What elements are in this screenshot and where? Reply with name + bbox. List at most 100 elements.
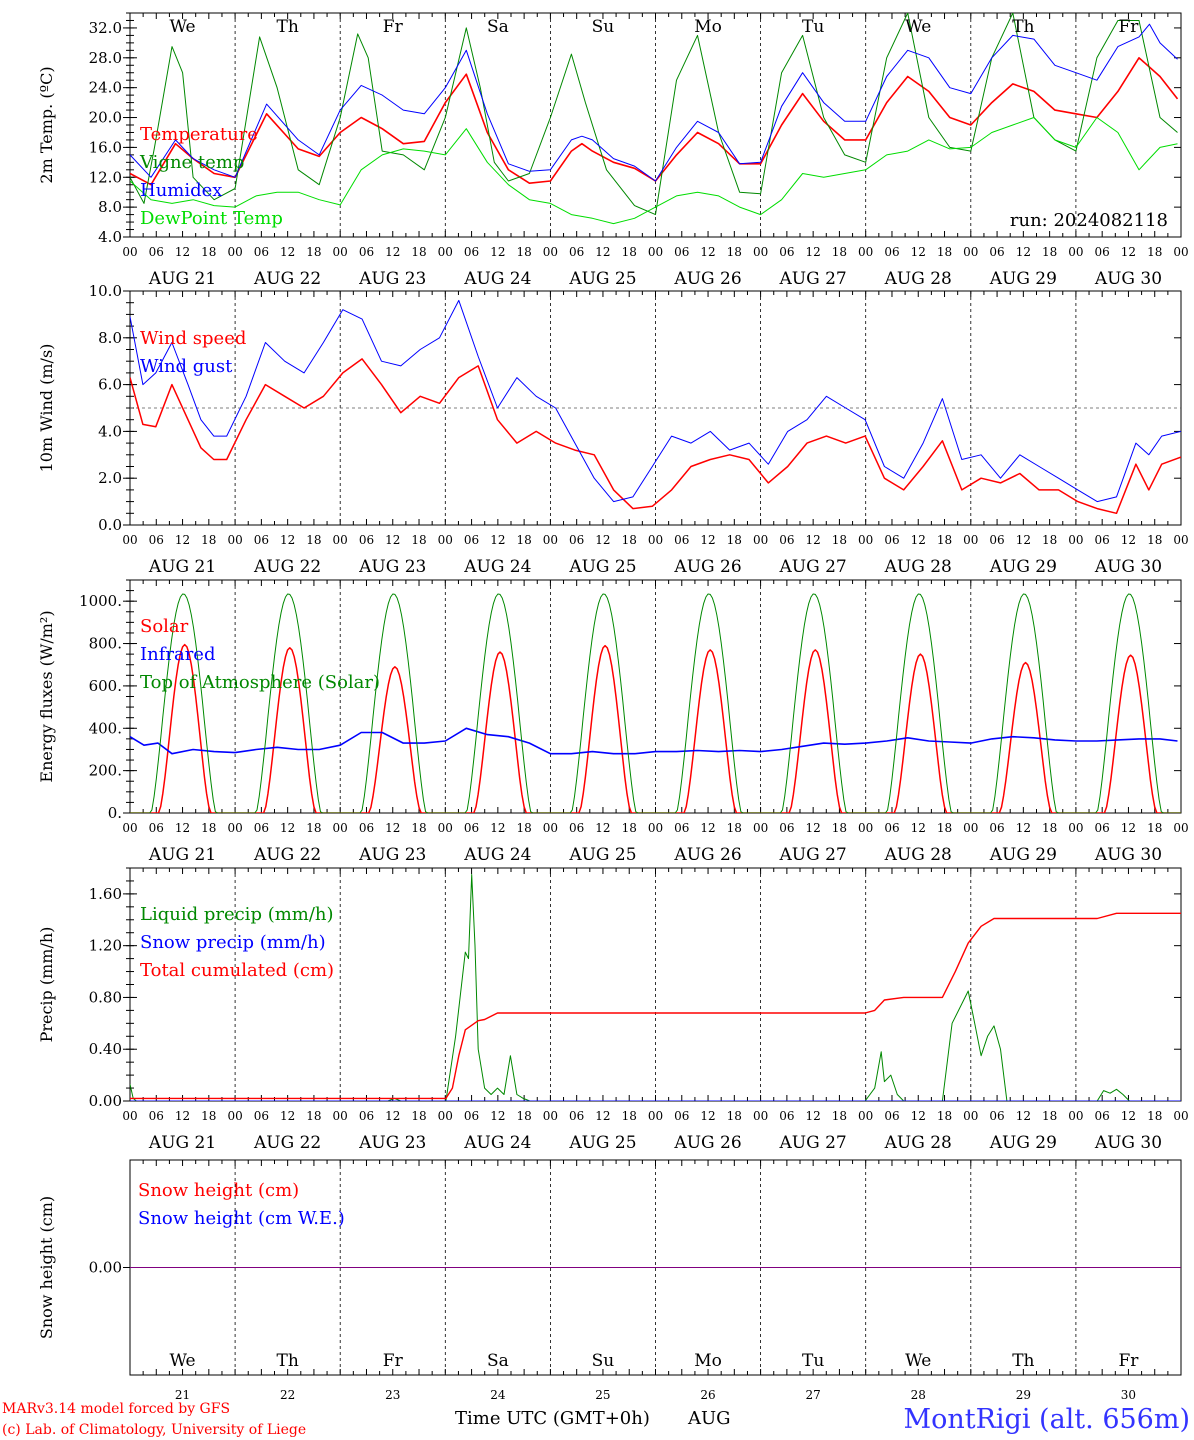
hour-tick-label: 18 xyxy=(201,821,216,835)
hour-tick-label: 18 xyxy=(411,821,426,835)
series-line-liquid-precip-mm-h- xyxy=(130,874,1181,1101)
y-tick-label: 4.0 xyxy=(98,228,122,246)
hour-tick-label: 18 xyxy=(622,1109,637,1123)
hour-tick-label: 06 xyxy=(359,245,374,259)
hour-tick-label: 06 xyxy=(464,245,479,259)
hour-tick-label: 06 xyxy=(254,245,269,259)
hour-tick-label: 00 xyxy=(1173,245,1188,259)
day-number-label: 26 xyxy=(700,1388,715,1402)
date-label: AUG 22 xyxy=(253,845,321,865)
hour-tick-label: 06 xyxy=(989,821,1004,835)
hour-tick-label: 06 xyxy=(464,821,479,835)
y-axis-label: 10m Wind (m/s) xyxy=(37,344,56,473)
hour-tick-label: 06 xyxy=(779,245,794,259)
date-label: AUG 23 xyxy=(358,1133,426,1153)
hour-tick-label: 18 xyxy=(622,533,637,547)
y-tick-label: 600. xyxy=(89,677,122,695)
day-number-label: 25 xyxy=(595,1388,610,1402)
date-label: AUG 25 xyxy=(568,1133,636,1153)
hour-tick-label: 12 xyxy=(385,533,400,547)
hour-tick-label: 18 xyxy=(306,821,321,835)
hour-tick-label: 12 xyxy=(385,245,400,259)
legend-vigne-temp: Vigne temp xyxy=(139,152,244,173)
hour-tick-label: 18 xyxy=(937,245,952,259)
hour-tick-label: 18 xyxy=(727,821,742,835)
hour-tick-label: 12 xyxy=(911,1109,926,1123)
weekday-label: Fr xyxy=(1118,17,1139,37)
hour-tick-label: 00 xyxy=(122,1109,137,1123)
hour-tick-label: 06 xyxy=(989,245,1004,259)
hour-tick-label: 06 xyxy=(149,1109,164,1123)
hour-tick-label: 00 xyxy=(1068,1109,1083,1123)
hour-tick-label: 00 xyxy=(648,1109,663,1123)
y-tick-label: 1.20 xyxy=(89,937,122,955)
weekday-label: We xyxy=(905,1351,931,1371)
date-label: AUG 29 xyxy=(989,269,1057,289)
hour-tick-label: 00 xyxy=(753,533,768,547)
hour-tick-label: 12 xyxy=(806,245,821,259)
hour-tick-label: 06 xyxy=(149,533,164,547)
y-axis-label: 2m Temp. (ºC) xyxy=(37,66,56,183)
hour-tick-label: 12 xyxy=(490,533,505,547)
hour-tick-label: 18 xyxy=(516,821,531,835)
hour-tick-label: 00 xyxy=(648,821,663,835)
hour-tick-label: 06 xyxy=(1095,1109,1110,1123)
date-label: AUG 30 xyxy=(1094,1133,1162,1153)
day-number-label: 27 xyxy=(806,1388,821,1402)
date-label: AUG 21 xyxy=(148,557,216,577)
date-label: AUG 27 xyxy=(779,269,847,289)
hour-tick-label: 12 xyxy=(1016,245,1031,259)
weekday-label: Tu xyxy=(802,17,824,37)
hour-tick-label: 18 xyxy=(1042,821,1057,835)
hour-tick-label: 06 xyxy=(989,533,1004,547)
hour-tick-label: 12 xyxy=(175,1109,190,1123)
hour-tick-label: 00 xyxy=(122,245,137,259)
run-label: run: 2024082118 xyxy=(1010,210,1168,231)
hour-tick-label: 12 xyxy=(385,821,400,835)
y-tick-label: 16.0 xyxy=(89,138,122,156)
hour-tick-label: 00 xyxy=(1068,245,1083,259)
hour-tick-label: 06 xyxy=(569,533,584,547)
hour-tick-label: 12 xyxy=(911,821,926,835)
hour-tick-label: 12 xyxy=(911,245,926,259)
hour-tick-label: 12 xyxy=(1016,1109,1031,1123)
weekday-label: Sa xyxy=(487,17,509,37)
hour-tick-label: 06 xyxy=(254,1109,269,1123)
hour-tick-label: 18 xyxy=(727,533,742,547)
date-label: AUG 23 xyxy=(358,557,426,577)
panel-snow: 0.00 Snow height (cm) Snow height (cm) Snow… xyxy=(37,1159,1182,1402)
hour-tick-label: 18 xyxy=(516,533,531,547)
y-tick-label: 0.0 xyxy=(98,516,122,534)
hour-tick-label: 12 xyxy=(700,245,715,259)
time-axis-label: Time UTC (GMT+0h) xyxy=(455,1408,650,1429)
hour-tick-label: 18 xyxy=(1042,1109,1057,1123)
hour-tick-label: 00 xyxy=(858,1109,873,1123)
hour-tick-label: 00 xyxy=(753,821,768,835)
legend-liquid-precip-mm-h-: Liquid precip (mm/h) xyxy=(140,904,334,925)
day-number-label: 24 xyxy=(490,1388,506,1402)
hour-tick-label: 18 xyxy=(516,1109,531,1123)
hour-tick-label: 00 xyxy=(227,533,242,547)
hour-tick-label: 18 xyxy=(1147,245,1162,259)
weekday-label: Th xyxy=(1012,17,1034,37)
date-label: AUG 30 xyxy=(1094,269,1162,289)
hour-tick-label: 12 xyxy=(280,1109,295,1123)
hour-tick-label: 00 xyxy=(543,245,558,259)
y-tick-label: 32.0 xyxy=(89,19,122,37)
series-line-total-cumulated-cm- xyxy=(130,912,1181,1100)
hour-tick-label: 00 xyxy=(122,533,137,547)
hour-tick-label: 12 xyxy=(490,245,505,259)
hour-tick-label: 12 xyxy=(595,245,610,259)
hour-tick-label: 12 xyxy=(175,821,190,835)
hour-tick-label: 12 xyxy=(175,245,190,259)
hour-tick-label: 06 xyxy=(359,821,374,835)
date-label: AUG 24 xyxy=(463,1133,531,1153)
footer-lab: (c) Lab. of Climatology, University of L… xyxy=(2,1422,306,1438)
hour-tick-label: 18 xyxy=(411,533,426,547)
y-tick-label: 200. xyxy=(89,762,122,780)
y-tick-label: 0. xyxy=(108,804,122,822)
weekday-label: We xyxy=(169,1351,195,1371)
weekday-label: Mo xyxy=(694,1351,722,1371)
hour-tick-label: 06 xyxy=(569,245,584,259)
